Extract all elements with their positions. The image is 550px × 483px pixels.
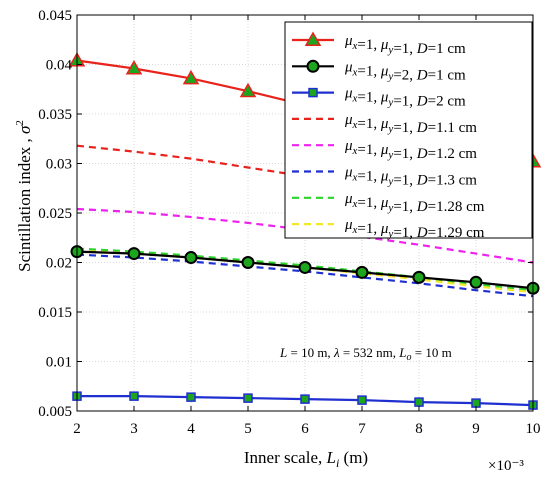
legend-box [284, 21, 533, 239]
x-axis-label: Inner scale, Li (m) [244, 448, 368, 470]
x-tick-label: 2 [73, 421, 81, 437]
x-tick-label: 9 [472, 421, 480, 437]
legend-label: μx=1, μy=2, D=1 cm [344, 59, 466, 83]
data-point [298, 260, 312, 274]
data-point [127, 247, 141, 261]
data-point [239, 82, 257, 98]
data-point [355, 265, 369, 279]
y-axis-label: Scintillation index , σ2 [14, 120, 34, 272]
legend-item: μx=1, μy=1, D=1.28 cm [292, 191, 485, 215]
legend-label: μx=1, μy=1, D=2 cm [344, 86, 466, 110]
data-point [129, 391, 139, 401]
x-tick-label: 10 [526, 421, 541, 437]
data-point [184, 251, 198, 265]
legend-swatch-marker [308, 87, 318, 98]
y-tick-labels: 0.005 0.01 0.015 0.02 0.025 0.03 0.035 0.04 0.04… [38, 8, 72, 420]
series-6 [76, 253, 534, 298]
y-tick-label: 0.01 [46, 355, 72, 371]
x-tick-label: 3 [130, 421, 138, 437]
legend-item: μx=1, μy=1, D=1.2 cm [292, 138, 477, 162]
legend-item: μx=1, μy=1, D=1.1 cm [292, 112, 477, 136]
y-tick-label: 0.03 [46, 157, 72, 173]
x-tick-label: 4 [187, 421, 195, 437]
data-point [300, 394, 310, 404]
y-tick-label: 0.04 [46, 58, 73, 74]
y-tick-label: 0.025 [38, 206, 72, 222]
legend-item: μx=1, μy=1, D=2 cm [292, 86, 466, 110]
legend-item: μx=1, μy=1, D=1 cm [292, 31, 466, 57]
legend-item: μx=1, μy=2, D=1 cm [292, 59, 466, 83]
legend-label: μx=1, μy=1, D=1.28 cm [344, 191, 485, 215]
data-point [469, 275, 483, 289]
legend-label: μx=1, μy=1, D=1.1 cm [344, 112, 477, 136]
x-tick-label: 5 [244, 421, 252, 437]
legend-label: μx=1, μy=1, D=1.29 cm [344, 217, 485, 241]
data-point [243, 393, 253, 403]
x-tick-label: 8 [415, 421, 423, 437]
data-point [357, 395, 367, 405]
tick-marks [76, 14, 534, 412]
data-point [186, 392, 196, 402]
y-tick-label: 0.005 [38, 404, 72, 420]
legend-swatch-marker [306, 59, 320, 73]
legend-label: μx=1, μy=1, D=1.2 cm [344, 138, 477, 162]
data-point [241, 256, 255, 269]
legend-swatch-marker [304, 31, 322, 46]
x-tick-label: 7 [358, 421, 366, 437]
x-axis-multiplier: ×10⁻³ [488, 458, 524, 474]
series-line [76, 253, 534, 298]
x-tick-labels: 2 3 4 5 6 7 8 9 10 [73, 421, 540, 437]
legend-label: μx=1, μy=1, D=1.3 cm [344, 165, 477, 189]
legend-item: μx=1, μy=1, D=1.3 cm [292, 165, 477, 189]
x-tick-label: 6 [301, 421, 309, 437]
data-point [125, 59, 143, 75]
data-point [412, 270, 426, 284]
y-tick-label: 0.045 [38, 8, 72, 24]
legend-label: μx=1, μy=1, D=1 cm [344, 33, 466, 57]
data-point [182, 69, 200, 85]
y-tick-label: 0.035 [38, 107, 72, 123]
series-2 [70, 245, 540, 295]
y-tick-label: 0.02 [46, 256, 72, 272]
data-point [471, 398, 481, 408]
legend-item: μx=1, μy=1, D=1.29 cm [292, 217, 485, 241]
y-tick-label: 0.015 [38, 305, 72, 321]
data-point [414, 397, 424, 407]
